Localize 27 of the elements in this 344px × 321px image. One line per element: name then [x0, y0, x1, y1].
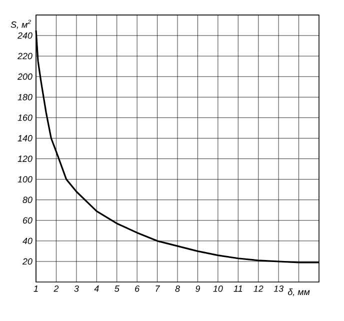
y-tick-label: 100 — [18, 176, 32, 182]
x-tick-label: 9 — [196, 286, 200, 292]
x-tick-label: 2 — [54, 286, 59, 292]
y-tick-label: 240 — [17, 32, 32, 39]
y-tick-label: 160 — [18, 114, 32, 121]
y-tick-label: 220 — [17, 52, 32, 60]
x-tick-label: 7 — [156, 286, 160, 292]
y-axis-title: S, м$^{2}$ — [10, 20, 31, 29]
y-tick-label: 200 — [17, 73, 32, 80]
x-tick-label: 5 — [114, 286, 120, 292]
x-tick-label: 8 — [175, 286, 180, 292]
x-tick-label: 12 — [254, 286, 264, 292]
x-axis-title: δ, мм — [288, 288, 310, 296]
y-tick-label: 120 — [18, 156, 32, 162]
y-tick-label: 60 — [23, 217, 32, 224]
x-tick-label: 11 — [234, 286, 242, 292]
y-tick-label: 20 — [22, 258, 32, 265]
y-tick-label: 140 — [18, 135, 32, 142]
y-tick-label: 80 — [22, 196, 32, 204]
x-tick-label: 1 — [34, 286, 38, 292]
x-tick-label: 13 — [274, 286, 284, 292]
x-tick-label: 4 — [94, 286, 99, 292]
x-tick-label: 10 — [213, 286, 223, 292]
y-tick-label: 40 — [22, 238, 32, 244]
x-tick-label: 3 — [74, 286, 79, 292]
y-tick-label: 180 — [18, 94, 32, 100]
x-tick-label: 6 — [135, 286, 140, 292]
